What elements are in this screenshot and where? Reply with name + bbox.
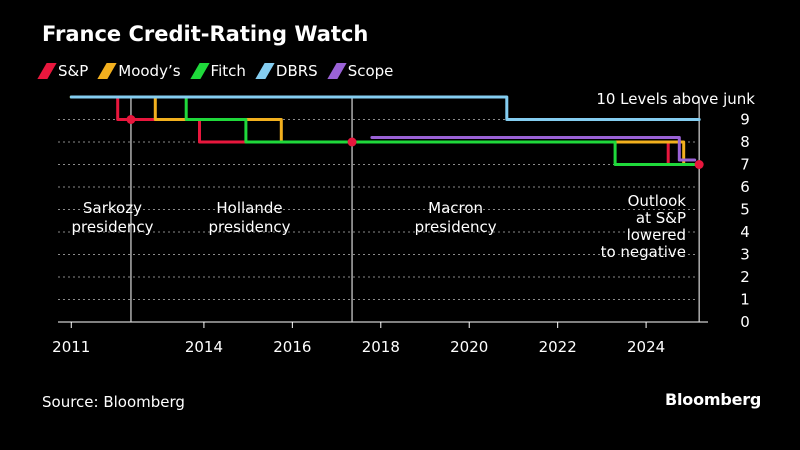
presidency-label-1-line-1: presidency bbox=[209, 218, 291, 236]
legend-label-sp: S&P bbox=[58, 62, 89, 80]
legend-label-fitch: Fitch bbox=[210, 62, 246, 80]
x-tick-label-2014: 2014 bbox=[185, 338, 223, 356]
legend-item-dbrs: DBRS bbox=[255, 62, 318, 80]
legend-item-moodys: Moody’s bbox=[97, 62, 181, 80]
outlook-annotation-line-1: at S&P bbox=[636, 209, 686, 227]
y-tick-label-7: 7 bbox=[740, 156, 750, 174]
x-tick-label-2011: 2011 bbox=[52, 338, 90, 356]
legend: S&P Moody’s Fitch DBRS Scope bbox=[37, 62, 394, 80]
bloomberg-logo: Bloomberg bbox=[665, 390, 762, 409]
y-tick-label-9: 9 bbox=[740, 111, 750, 129]
x-tick-label-2018: 2018 bbox=[362, 338, 400, 356]
outlook-annotation-line-3: to negative bbox=[601, 243, 686, 261]
y-tick-label-0: 0 bbox=[740, 313, 750, 331]
top-level-label: 10 Levels above junk bbox=[596, 90, 755, 108]
legend-label-dbrs: DBRS bbox=[275, 62, 318, 80]
y-tick-label-6: 6 bbox=[740, 178, 750, 196]
presidency-label-1-line-0: Hollande bbox=[216, 199, 282, 217]
presidency-label-0-line-1: presidency bbox=[72, 218, 154, 236]
legend-item-scope: Scope bbox=[327, 62, 394, 80]
y-tick-label-3: 3 bbox=[740, 246, 750, 264]
event-marker-1 bbox=[347, 137, 357, 147]
x-tick-label-2020: 2020 bbox=[450, 338, 488, 356]
series-line-scope bbox=[370, 136, 697, 162]
event-marker-2 bbox=[694, 160, 704, 169]
source-note: Source: Bloomberg bbox=[42, 393, 185, 411]
x-tick-label-2024: 2024 bbox=[627, 338, 665, 356]
outlook-annotation-line-0: Outlook bbox=[628, 192, 687, 210]
legend-label-scope: Scope bbox=[347, 62, 394, 80]
series-line-fitch bbox=[69, 95, 701, 166]
legend-label-moodys: Moody’s bbox=[118, 62, 181, 80]
outlook-annotation-line-2: lowered bbox=[627, 226, 686, 244]
y-tick-label-8: 8 bbox=[740, 133, 750, 151]
y-tick-label-5: 5 bbox=[740, 201, 750, 219]
x-tick-label-2022: 2022 bbox=[539, 338, 577, 356]
series-line-sp bbox=[69, 95, 701, 166]
presidency-label-0-line-0: Sarkozy bbox=[83, 199, 142, 217]
chart-title: France Credit-Rating Watch bbox=[42, 22, 369, 46]
y-tick-label-2: 2 bbox=[740, 268, 750, 286]
presidency-label-2-line-1: presidency bbox=[415, 218, 497, 236]
event-marker-0 bbox=[126, 115, 136, 124]
presidency-label-2-line-0: Macron bbox=[428, 199, 483, 217]
y-tick-label-4: 4 bbox=[740, 223, 750, 241]
x-tick-label-2016: 2016 bbox=[273, 338, 311, 356]
legend-item-sp: S&P bbox=[37, 62, 89, 80]
legend-item-fitch: Fitch bbox=[189, 62, 246, 80]
y-tick-label-1: 1 bbox=[740, 291, 750, 309]
series-line-dbrs bbox=[69, 95, 701, 121]
